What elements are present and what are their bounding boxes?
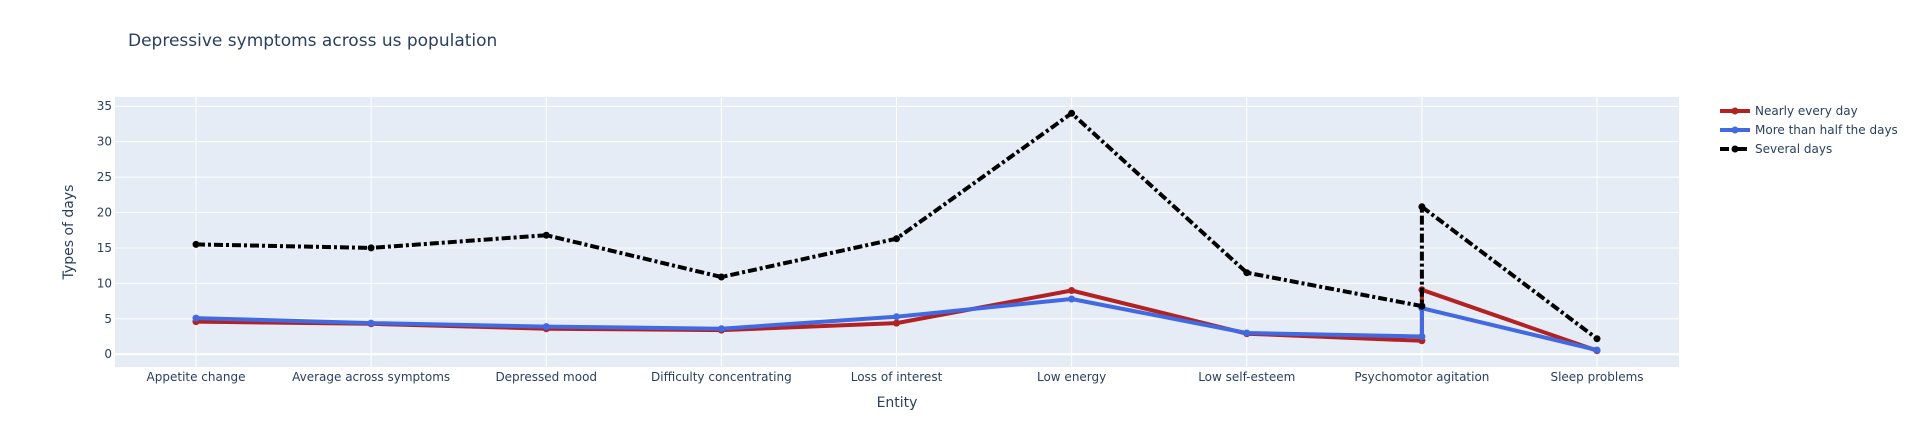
data-point — [1068, 295, 1076, 303]
data-point — [542, 323, 550, 331]
data-point — [717, 273, 725, 281]
legend-item[interactable]: More than half the days — [1720, 123, 1898, 137]
legend-marker — [1731, 126, 1739, 134]
series-layer — [192, 109, 1601, 355]
x-tick-label: Low energy — [1037, 370, 1106, 384]
data-point — [1418, 302, 1426, 310]
legend-label: More than half the days — [1755, 123, 1898, 137]
series-line — [195, 297, 1598, 352]
x-axis-title: Entity — [877, 395, 918, 411]
legend: Nearly every day More than half the days S… — [1720, 104, 1898, 156]
legend-item[interactable]: Several days — [1720, 142, 1832, 156]
data-point — [367, 244, 375, 252]
data-point — [367, 319, 375, 327]
data-point — [1068, 109, 1076, 117]
x-tick-label: Sleep problems — [1550, 370, 1643, 384]
x-tick-label: Psychomotor agitation — [1354, 370, 1489, 384]
data-point — [1418, 203, 1426, 211]
series-several-days — [192, 109, 1601, 343]
data-point — [542, 231, 550, 239]
data-point — [192, 240, 200, 248]
x-tick-label: Depressed mood — [495, 370, 597, 384]
y-tick-label: 20 — [97, 206, 112, 220]
data-point — [1243, 329, 1251, 337]
data-point — [1593, 335, 1601, 343]
legend-label: Several days — [1755, 142, 1832, 156]
series-more-than-half-the-days — [192, 295, 1601, 354]
y-tick-label: 25 — [97, 170, 112, 184]
legend-label: Nearly every day — [1755, 104, 1858, 118]
data-point — [1068, 287, 1076, 294]
y-tick-label: 0 — [104, 347, 112, 361]
x-tick-label: Loss of interest — [851, 370, 943, 384]
y-tick-label: 5 — [104, 312, 112, 326]
data-point — [1418, 333, 1426, 340]
data-point — [1593, 346, 1601, 354]
y-tick-label: 30 — [97, 135, 112, 149]
legend-marker — [1731, 145, 1739, 153]
y-tick-label: 10 — [97, 276, 112, 290]
data-point — [717, 325, 725, 333]
data-point — [1243, 269, 1251, 277]
chart-title: Depressive symptoms across us population — [128, 31, 497, 51]
series-line — [195, 111, 1599, 341]
x-tick-label: Low self-esteem — [1198, 370, 1295, 384]
y-axis-title: Types of days — [61, 185, 77, 281]
data-point — [893, 313, 900, 321]
x-tick-label: Average across symptoms — [292, 370, 450, 384]
x-tick-labels: Appetite change Average across symptoms De… — [147, 370, 1644, 384]
data-point — [192, 314, 200, 322]
data-point — [893, 319, 900, 327]
x-tick-label: Difficulty concentrating — [651, 370, 792, 384]
x-tick-label: Appetite change — [147, 370, 246, 384]
legend-marker — [1731, 107, 1739, 115]
data-point — [893, 235, 900, 243]
y-tick-label: 15 — [97, 241, 112, 255]
legend-item[interactable]: Nearly every day — [1720, 104, 1858, 118]
y-tick-labels: 0 5 10 15 20 25 30 35 — [97, 99, 112, 361]
y-tick-label: 35 — [97, 99, 112, 113]
